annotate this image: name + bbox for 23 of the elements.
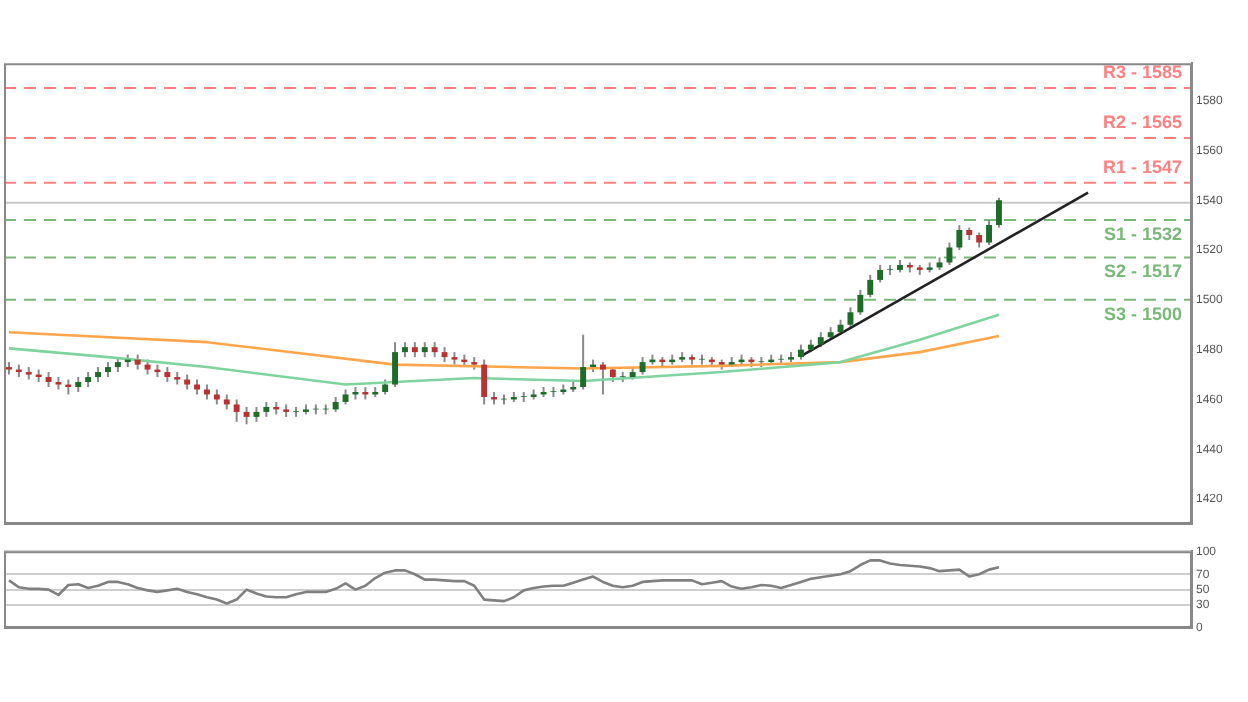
ref-line-label: S1 - 1532 — [1103, 224, 1182, 245]
candlestick — [986, 219, 993, 247]
candlestick — [293, 405, 300, 418]
candlestick — [233, 398, 240, 423]
candlestick — [599, 361, 606, 396]
candlestick — [847, 306, 854, 329]
candlestick — [956, 224, 963, 252]
candlestick — [481, 358, 488, 406]
ref-line-label: R1 - 1547 — [1102, 156, 1182, 177]
candlestick — [580, 333, 587, 391]
candlestick — [946, 241, 953, 266]
candlestick — [887, 263, 894, 276]
candlestick — [550, 386, 557, 398]
ref-line-label: R3 - 1585 — [1102, 62, 1182, 83]
ref-line-label: S3 - 1500 — [1103, 303, 1182, 324]
ref-line-label: S2 - 1517 — [1103, 261, 1182, 282]
candlestick — [857, 288, 864, 316]
candlestick — [520, 390, 527, 403]
candlestick — [995, 196, 1002, 229]
candlestick — [698, 353, 705, 366]
candlestick — [867, 273, 874, 299]
ref-line-label: R2 - 1565 — [1102, 111, 1182, 132]
candlestick — [392, 341, 399, 389]
